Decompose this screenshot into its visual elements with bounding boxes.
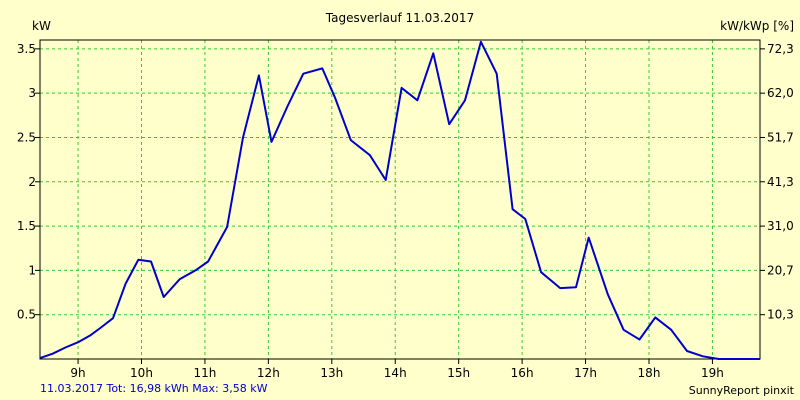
y-tick-label-right: 41,3 bbox=[767, 175, 794, 189]
series-layer bbox=[39, 40, 760, 360]
x-tick-label: 19h bbox=[701, 366, 724, 380]
y-tick-label-left: 3.5 bbox=[17, 42, 36, 56]
y-tick-label-left: 2 bbox=[28, 175, 36, 189]
footer-brand: SunnyReport pinxit bbox=[689, 384, 795, 397]
x-tick-label: 11h bbox=[193, 366, 216, 380]
left-axis-unit: kW bbox=[32, 19, 51, 33]
y-tick-label-right: 72,3 bbox=[767, 42, 794, 56]
series-line bbox=[39, 40, 760, 360]
y-tick-label-right: 20,7 bbox=[767, 263, 794, 277]
y-tick-label-left: 1 bbox=[28, 263, 36, 277]
x-tick-label: 9h bbox=[70, 366, 85, 380]
x-tick-label: 18h bbox=[638, 366, 661, 380]
y-tick-label-left: 2.5 bbox=[17, 130, 36, 144]
x-tick-label: 16h bbox=[511, 366, 534, 380]
x-tick-label: 12h bbox=[257, 366, 280, 380]
y-tick-label-right: 62,0 bbox=[767, 86, 794, 100]
x-tick-label: 15h bbox=[447, 366, 470, 380]
plot-frame bbox=[39, 39, 761, 360]
footer-summary: 11.03.2017 Tot: 16,98 kWh Max: 3,58 kW bbox=[40, 382, 268, 395]
x-tick-label: 14h bbox=[384, 366, 407, 380]
chart-title: Tagesverlauf 11.03.2017 bbox=[325, 11, 474, 25]
x-tick-label: 13h bbox=[320, 366, 343, 380]
y-tick-label-right: 31,0 bbox=[767, 219, 794, 233]
grid-lines bbox=[35, 40, 765, 364]
y-tick-label-left: 1.5 bbox=[17, 219, 36, 233]
x-tick-label: 17h bbox=[574, 366, 597, 380]
y-tick-label-right: 51,7 bbox=[767, 130, 794, 144]
x-tick-label: 10h bbox=[130, 366, 153, 380]
right-axis-unit: kW/kWp [%] bbox=[720, 19, 794, 33]
y-tick-label-left: 0.5 bbox=[17, 308, 36, 322]
y-tick-label-right: 10,3 bbox=[767, 308, 794, 322]
tick-labels: 9h 10h 11h 12h 13h 14h 15h 16h 17h 18h 19h 0.5 10,3 1… bbox=[17, 42, 794, 380]
y-tick-label-left: 3 bbox=[28, 86, 36, 100]
